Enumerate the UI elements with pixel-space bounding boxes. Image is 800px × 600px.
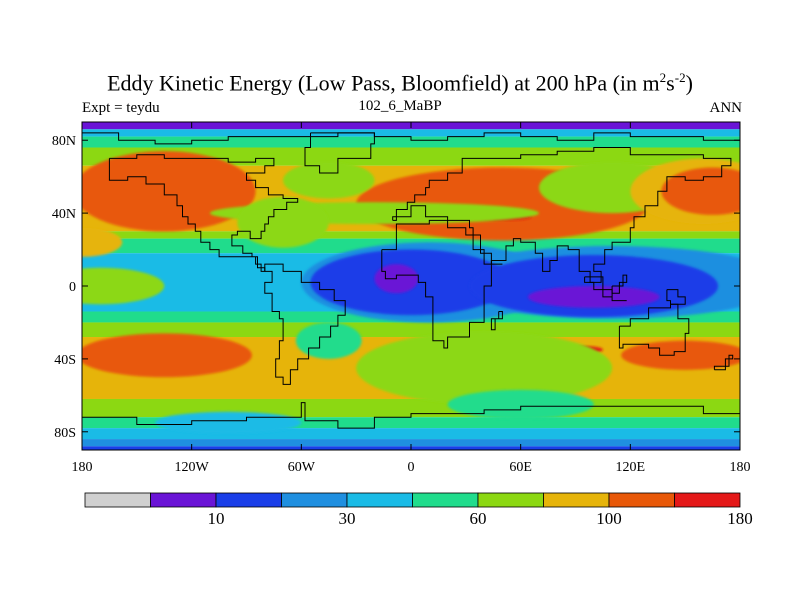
x-tick-label: 180 [72,460,93,475]
contour-region [661,167,740,215]
right-subtitle: ANN [709,100,743,116]
y-tick-label: 40S [54,353,76,368]
coastline [108,154,299,272]
contour-region [82,267,165,305]
colorbar-swatch [674,492,741,508]
contour-band [82,439,740,447]
coastline [392,147,732,283]
colorbar-label: 180 [727,509,753,528]
colorbar-label: 30 [339,509,356,528]
coastline [584,276,627,302]
contour-region [295,322,362,359]
x-tick-label: 120E [616,460,646,475]
coastline [713,354,734,371]
colorbar-swatch [84,492,151,508]
y-tick-label: 80N [52,134,76,149]
contour-region [237,196,329,248]
coastline [618,303,690,356]
coastline-layer [82,132,740,429]
colorbar-swatch [346,492,413,508]
x-tick-label: 0 [408,460,415,475]
colorbar: 10 30 60 100 180 [84,492,753,528]
contour-region [283,162,375,199]
contour-band [82,136,740,148]
coastline [264,263,346,385]
colorbar-label: 100 [596,509,622,528]
left-subtitle: Expt = teydu [82,100,160,116]
colorbar-swatch [412,492,479,508]
y-axis: 80N 40N 0 40S 80S [52,134,740,441]
contour-fill-layer [82,122,740,450]
contour-band [82,322,740,338]
y-tick-label: 0 [69,280,76,295]
colorbar-swatch [608,492,675,508]
coastline [304,132,375,174]
colorbar-label: 60 [470,509,487,528]
colorbar-swatch [215,492,282,508]
colorbar-swatch [477,492,544,508]
contour-band [82,231,740,239]
contour-region [155,411,302,434]
y-tick-label: 40N [52,207,76,222]
coastline [82,402,740,429]
contour-band [82,147,740,166]
x-axis: 180 120W 60W 0 60E 120E 180 [72,122,751,475]
colorbar-swatch [543,492,610,508]
contour-region [82,227,123,257]
x-tick-label: 60W [288,460,316,475]
chart-title: Eddy Kinetic Energy (Low Pass, Bloomfiel… [107,70,693,96]
contour-region [527,286,660,308]
coastline [666,289,686,305]
x-tick-label: 60E [509,460,532,475]
coastline [490,311,503,331]
contour-region [82,151,256,232]
x-tick-label: 180 [730,460,751,475]
colorbar-label: 10 [208,509,225,528]
colorbar-swatch [150,492,217,508]
contour-band [82,129,740,137]
center-subtitle: 102_6_MaBP [358,98,442,114]
contour-band [82,428,740,440]
x-tick-label: 120W [175,460,210,475]
contour-band [82,417,740,429]
contour-region [82,333,252,378]
colorbar-swatch [281,492,348,508]
coastline [381,219,503,349]
contour-region [356,331,613,405]
coastline [611,274,628,294]
y-tick-label: 80S [54,426,76,441]
contour-region [447,389,594,420]
coastline [82,132,740,145]
